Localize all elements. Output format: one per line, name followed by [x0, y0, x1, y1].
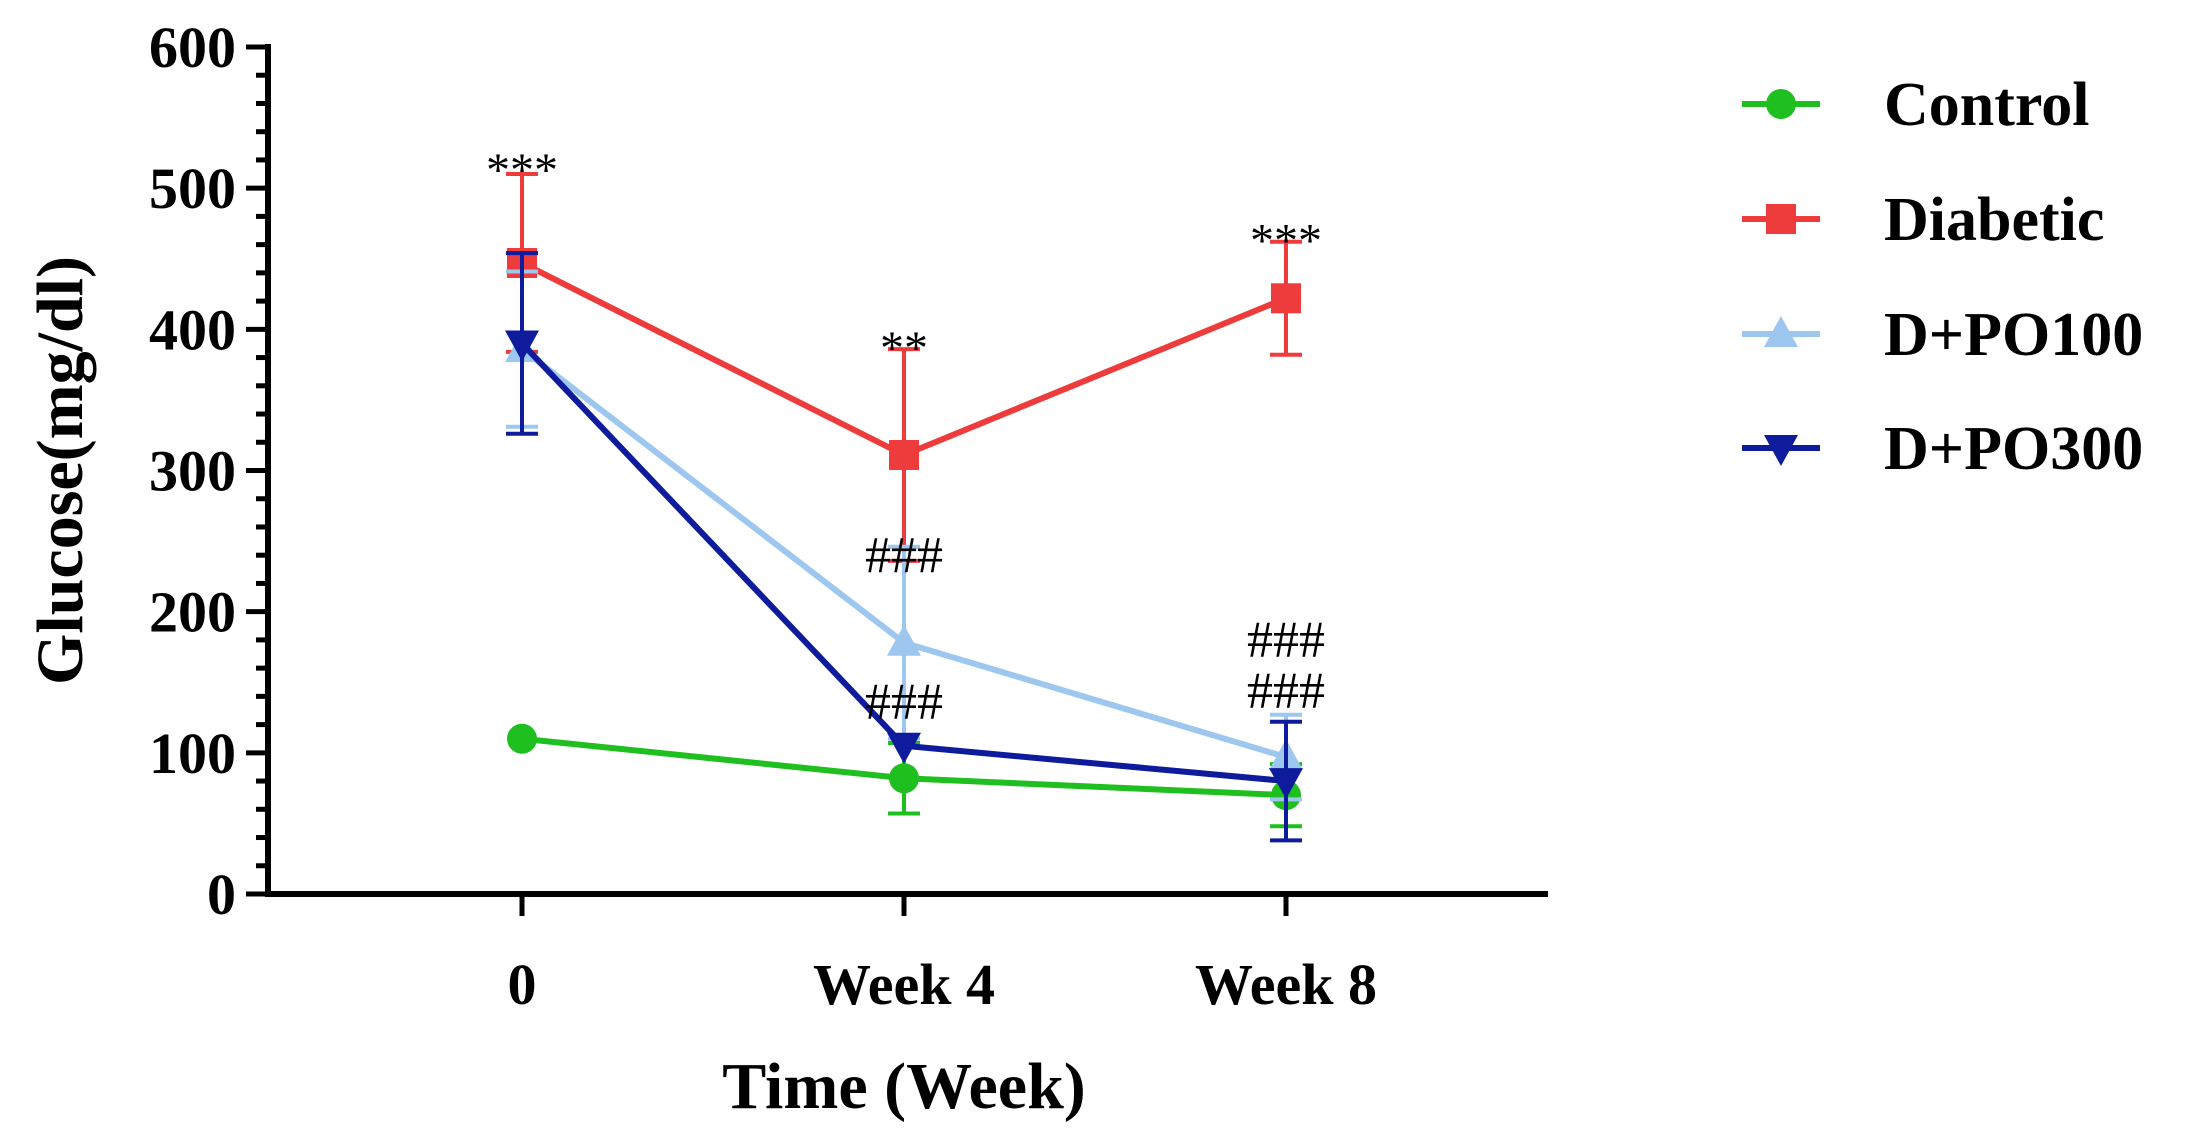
y-axis-title: Glucose(mg/dl) [24, 256, 97, 685]
legend-item-control: Control [1742, 71, 2090, 139]
significance-hashes: ### [865, 674, 943, 731]
significance-hashes: ### [865, 527, 943, 584]
significance-stars: *** [1250, 215, 1322, 268]
x-tick-label: Week 4 [813, 952, 995, 1017]
y-tick-label: 400 [149, 297, 236, 362]
significance-stars: *** [486, 144, 558, 197]
y-tick-label: 500 [149, 156, 236, 221]
legend-item-diabetic: Diabetic [1742, 186, 2104, 254]
y-tick-label: 100 [149, 721, 236, 786]
significance-hashes: ### [1247, 662, 1325, 719]
legend-label: D+PO300 [1884, 415, 2143, 483]
y-tick-label: 0 [207, 862, 236, 927]
legend: Control Diabetic D+PO100 D+PO300 [1742, 71, 2143, 483]
significance-annotations: ********############ [486, 144, 1325, 731]
y-tick-label: 300 [149, 439, 236, 504]
data-point-control [507, 723, 537, 754]
series-d-po300 [505, 251, 1303, 843]
legend-item-d-po100: D+PO100 [1742, 301, 2143, 369]
legend-label: Control [1884, 71, 2090, 139]
legend-item-d-po300: D+PO300 [1742, 415, 2143, 483]
data-point-d-po100 [887, 624, 921, 656]
data-point-control [889, 763, 919, 794]
x-ticks: 0 Week 4 Week 8 [508, 894, 1377, 1017]
significance-hashes: ### [1247, 611, 1325, 668]
series [505, 172, 1303, 843]
legend-marker [1766, 89, 1796, 119]
data-point-d-po300 [1269, 768, 1303, 800]
x-tick-label: 0 [508, 952, 537, 1017]
data-point-diabetic [1271, 283, 1301, 314]
legend-marker [1764, 435, 1798, 466]
y-tick-label: 600 [149, 15, 236, 80]
legend-label: D+PO100 [1884, 301, 2143, 369]
y-tick-label: 200 [149, 580, 236, 645]
legend-marker [1766, 204, 1796, 234]
data-point-d-po300 [887, 732, 921, 764]
data-point-d-po300 [505, 330, 539, 362]
data-point-diabetic [889, 439, 919, 470]
x-tick-label: Week 8 [1195, 952, 1377, 1017]
y-ticks: 0 100 200 300 400 500 600 [149, 15, 268, 927]
legend-marker [1764, 316, 1798, 347]
significance-stars: ** [880, 322, 928, 375]
x-axis-title: Time (Week) [722, 1050, 1086, 1123]
legend-label: Diabetic [1884, 186, 2104, 254]
